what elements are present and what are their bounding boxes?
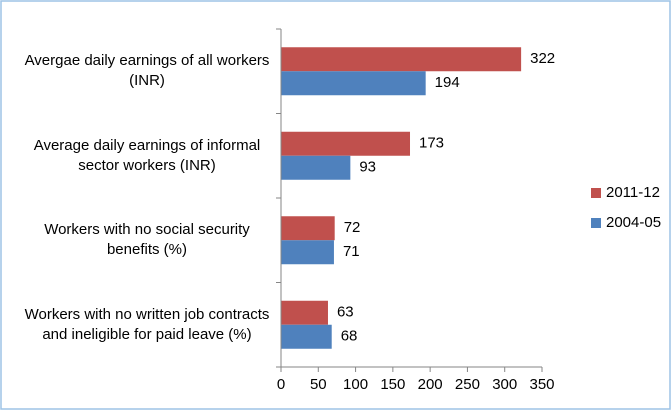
bar <box>281 131 411 156</box>
bar <box>281 216 335 241</box>
legend-swatch <box>591 188 601 198</box>
bar <box>281 71 426 96</box>
x-tick-label: 350 <box>529 376 554 393</box>
value-label: 173 <box>419 135 444 152</box>
value-label: 71 <box>343 243 360 260</box>
value-label: 72 <box>344 219 361 236</box>
bar <box>281 47 522 72</box>
x-tick-label: 200 <box>418 376 443 393</box>
y-tick-label: Avergae daily earnings of all workers (I… <box>24 52 270 90</box>
bar <box>281 324 332 349</box>
bar <box>281 240 334 265</box>
legend-label: 2004-05 <box>606 214 661 231</box>
x-tick-label: 150 <box>380 376 405 393</box>
x-tick-label: 250 <box>455 376 480 393</box>
legend-label: 2011-12 <box>606 184 660 201</box>
value-label: 68 <box>341 328 358 345</box>
legend-swatch <box>591 218 601 228</box>
x-tick-label: 0 <box>277 376 285 393</box>
value-label: 63 <box>337 304 354 321</box>
x-tick-label: 50 <box>310 376 327 393</box>
value-label: 194 <box>435 74 460 91</box>
y-tick-label: Workers with no social security benefits… <box>44 221 250 259</box>
value-label: 93 <box>359 159 376 176</box>
y-tick-label: Average daily earnings of informal secto… <box>33 136 261 174</box>
y-tick-label: Workers with no written job contracts an… <box>24 305 270 343</box>
x-tick-label: 100 <box>343 376 368 393</box>
bar <box>281 300 328 325</box>
bar <box>281 155 351 180</box>
value-label: 322 <box>530 50 555 67</box>
x-tick-label: 300 <box>492 376 517 393</box>
